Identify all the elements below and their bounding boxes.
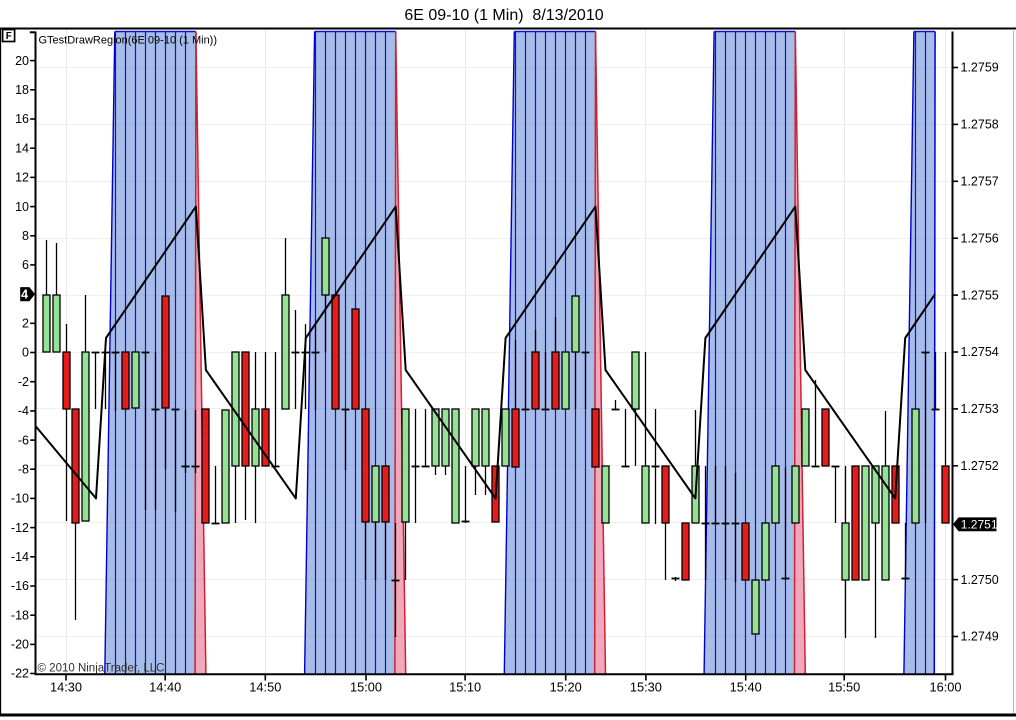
- svg-text:15:30: 15:30: [630, 680, 662, 695]
- svg-text:-6: -6: [18, 433, 29, 447]
- svg-text:14:50: 14:50: [249, 680, 281, 695]
- svg-text:1.2757: 1.2757: [961, 175, 999, 189]
- svg-text:1.2753: 1.2753: [961, 402, 999, 416]
- svg-text:15:20: 15:20: [550, 680, 582, 695]
- svg-text:15:50: 15:50: [828, 680, 860, 695]
- svg-text:14:40: 14:40: [149, 680, 181, 695]
- svg-text:-10: -10: [11, 492, 29, 506]
- svg-text:1.2752: 1.2752: [961, 459, 999, 473]
- svg-text:12: 12: [15, 171, 29, 185]
- svg-text:2: 2: [22, 317, 29, 331]
- svg-text:1.2749: 1.2749: [961, 630, 999, 644]
- svg-text:-4: -4: [18, 404, 29, 418]
- svg-text:GTestDrawRegion(6E 09-10 (1 Mi: GTestDrawRegion(6E 09-10 (1 Min)): [39, 35, 218, 47]
- svg-text:1.2755: 1.2755: [961, 288, 999, 302]
- svg-text:-16: -16: [11, 579, 29, 593]
- svg-text:-20: -20: [11, 638, 29, 652]
- svg-text:16:00: 16:00: [929, 680, 961, 695]
- svg-text:1.2756: 1.2756: [961, 231, 999, 245]
- svg-text:1.2754: 1.2754: [961, 345, 999, 359]
- svg-text:1.2758: 1.2758: [961, 118, 999, 132]
- svg-text:F: F: [6, 31, 12, 42]
- svg-text:4: 4: [21, 288, 28, 302]
- svg-text:1.2759: 1.2759: [961, 61, 999, 75]
- svg-text:18: 18: [15, 83, 29, 97]
- svg-text:1.2751: 1.2751: [961, 518, 998, 532]
- svg-text:14:30: 14:30: [50, 680, 82, 695]
- svg-text:-2: -2: [18, 375, 29, 389]
- svg-text:-22: -22: [11, 667, 29, 681]
- svg-text:1.2750: 1.2750: [961, 573, 999, 587]
- svg-text:15:00: 15:00: [350, 680, 382, 695]
- svg-text:16: 16: [15, 112, 29, 126]
- svg-text:8: 8: [22, 229, 29, 243]
- svg-text:6: 6: [22, 258, 29, 272]
- svg-text:14: 14: [15, 141, 29, 155]
- svg-text:15:40: 15:40: [730, 680, 762, 695]
- svg-text:20: 20: [15, 54, 29, 68]
- svg-text:-14: -14: [11, 550, 29, 564]
- svg-text:6E 09-10 (1 Min) 8/13/2010: 6E 09-10 (1 Min) 8/13/2010: [404, 7, 603, 24]
- svg-text:15:10: 15:10: [449, 680, 481, 695]
- svg-text:0: 0: [22, 346, 29, 360]
- svg-text:© 2010 NinjaTrader, LLC: © 2010 NinjaTrader, LLC: [38, 663, 165, 675]
- svg-text:-18: -18: [11, 608, 29, 622]
- svg-text:-8: -8: [18, 462, 29, 476]
- svg-text:-12: -12: [11, 521, 29, 535]
- svg-text:10: 10: [15, 200, 29, 214]
